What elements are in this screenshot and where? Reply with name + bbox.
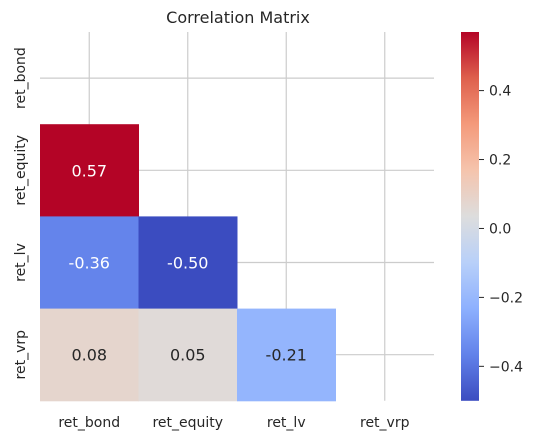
x-tick-label: ret_bond — [58, 415, 120, 431]
colorbar-tick-label: −0.4 — [489, 359, 523, 375]
y-tick-label: ret_vrp — [13, 330, 29, 380]
cell-value-label: 0.05 — [170, 346, 206, 365]
heatmap-cell — [40, 216, 139, 310]
heatmap-cell — [40, 308, 139, 402]
colorbar-tick-label: 0.2 — [489, 153, 511, 169]
y-tick-label: ret_bond — [13, 47, 29, 109]
axis-labels: ret_bond ret_equity ret_lv ret_vrpret_bondr… — [13, 47, 410, 431]
heatmap-cell — [237, 308, 336, 402]
heatmap-cell — [138, 216, 238, 310]
heatmap-cell — [138, 308, 238, 402]
colorbar: 0.4 0.2 0.0 −0.2 −0.4 — [461, 32, 523, 401]
x-tick-label: ret_equity — [152, 415, 223, 431]
heatmap-cell — [40, 124, 139, 217]
y-tick-label: ret_equity — [13, 135, 29, 206]
cell-value-label: 0.57 — [71, 161, 107, 180]
colorbar-tick-label: 0.4 — [489, 84, 511, 100]
colorbar-gradient — [461, 32, 479, 401]
cell-value-label: 0.08 — [71, 346, 107, 365]
chart-title: Correlation Matrix — [166, 8, 310, 27]
cell-value-label: -0.21 — [266, 346, 307, 365]
cell-value-label: -0.36 — [69, 254, 110, 273]
x-tick-label: ret_vrp — [360, 415, 410, 431]
y-tick-label: ret_lv — [13, 243, 29, 282]
heatmap-cells: 0.57 -0.36 -0.50 0.08 0.05 -0.21 — [40, 124, 336, 402]
colorbar-tick-label: 0.0 — [489, 221, 511, 237]
x-tick-label: ret_lv — [267, 415, 306, 431]
colorbar-tick-label: −0.2 — [489, 290, 523, 306]
cell-value-label: -0.50 — [167, 254, 208, 273]
